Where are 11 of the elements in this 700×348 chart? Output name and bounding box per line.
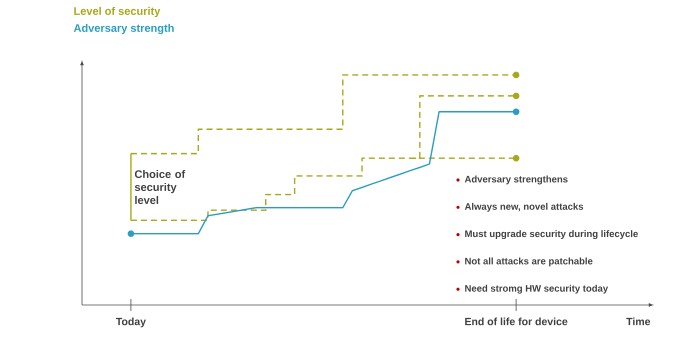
annotation: Always new, novel attacks bbox=[464, 202, 584, 212]
annotation: Adversary strengthens bbox=[464, 176, 568, 184]
annotation: Not all attacks are patchable bbox=[465, 257, 593, 266]
annotation: Need stromg HW security today bbox=[465, 284, 608, 294]
text: Adversary strength bbox=[74, 24, 174, 34]
annotation: Must upgrade security during lifecycle bbox=[465, 230, 638, 240]
annotation: Choice of security level bbox=[134, 170, 186, 204]
text: Level of security bbox=[74, 6, 160, 18]
x-tick-label: End of life for device bbox=[465, 318, 568, 326]
x-tick-label: Today bbox=[116, 318, 146, 328]
text: Time bbox=[626, 318, 650, 326]
